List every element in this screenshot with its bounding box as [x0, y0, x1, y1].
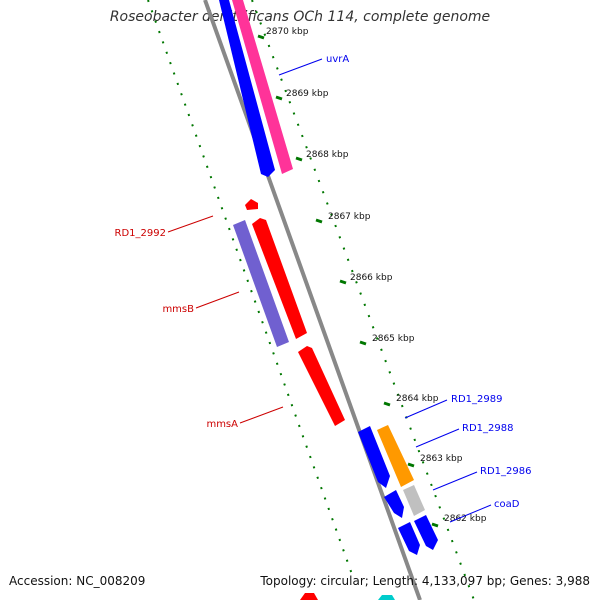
- gene-label-coaD: coaD: [494, 499, 520, 510]
- cds-forward-rd1-2988-small: [384, 490, 404, 518]
- cog-purple-mmsB: [233, 220, 289, 347]
- gene-label-rd1-2992: RD1_2992: [115, 228, 166, 239]
- tick-mark: [257, 34, 265, 40]
- label-leaders: [167, 58, 492, 523]
- tick-mark: [383, 401, 391, 407]
- tick-mark: [315, 218, 323, 224]
- cog-gray-rd1-2986: [403, 485, 425, 516]
- tick-label: 2867 kbp: [328, 212, 371, 222]
- gene-label-rd1-2989: RD1_2989: [451, 394, 502, 405]
- gene-label-rd1-2988: RD1_2988: [462, 423, 513, 434]
- cds-reverse-rd1-2992: [245, 199, 258, 210]
- cds-reverse-top: [300, 593, 318, 600]
- leader-rd1-2992: [167, 215, 214, 233]
- leader-mmsB: [195, 291, 240, 309]
- leader-rd1-2988: [415, 428, 460, 448]
- tick-label: 2863 kbp: [420, 454, 463, 464]
- leader-uvrA: [278, 58, 323, 76]
- tick-label: 2869 kbp: [286, 89, 329, 99]
- cds-forward-rd1-2989: [358, 426, 390, 488]
- tick-label: 2870 kbp: [266, 27, 309, 37]
- genome-backbone: [203, 0, 422, 600]
- leader-mmsA: [239, 406, 284, 424]
- cog-cyan-bottom: [378, 595, 395, 600]
- tick-mark: [431, 522, 439, 528]
- tick-mark: [275, 95, 283, 101]
- cds-forward-rd1-2986: [398, 522, 420, 555]
- gene-label-mmsA: mmsA: [206, 419, 238, 430]
- cds-reverse-mmsA: [298, 346, 345, 426]
- accession-text: Accession: NC_008209: [9, 574, 146, 588]
- tick-mark: [339, 279, 347, 285]
- gene-label-rd1-2986: RD1_2986: [480, 466, 531, 477]
- tick-marks: [257, 34, 439, 528]
- cog-orange-rd1-2988: [377, 425, 414, 487]
- leader-rd1-2986: [432, 471, 478, 491]
- tick-mark: [295, 156, 303, 162]
- cog-pink-uvrA: [232, 0, 293, 174]
- tick-label: 2866 kbp: [350, 273, 393, 283]
- tick-label: 2864 kbp: [396, 394, 439, 404]
- cds-forward-coaD: [414, 515, 438, 550]
- tick-label: 2868 kbp: [306, 150, 349, 160]
- gene-label-mmsB: mmsB: [162, 304, 194, 315]
- tick-mark: [359, 340, 367, 346]
- cds-forward-uvrA: [219, 0, 275, 177]
- gene-label-uvrA: uvrA: [326, 54, 349, 65]
- map-title: Roseobacter denitrificans OCh 114, compl…: [109, 9, 491, 25]
- tick-mark: [407, 462, 415, 468]
- tick-label: 2865 kbp: [372, 334, 415, 344]
- leader-coaD: [449, 504, 492, 523]
- topology-text: Topology: circular; Length: 4,133,097 bp…: [260, 574, 590, 588]
- cds-reverse-mmsB: [252, 218, 307, 339]
- leader-rd1-2989: [404, 399, 448, 419]
- tick-label: 2862 kbp: [444, 514, 487, 524]
